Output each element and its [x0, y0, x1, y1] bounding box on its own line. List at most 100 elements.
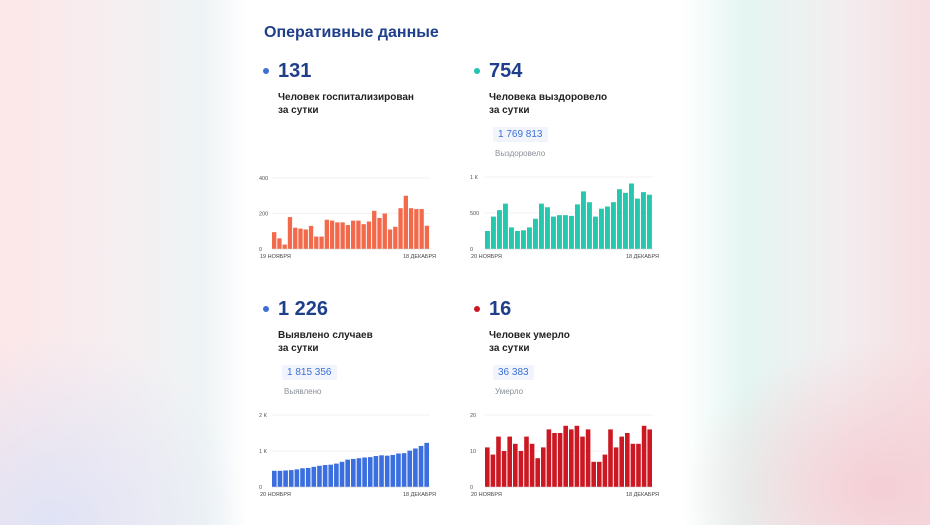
- chart-bar: [497, 210, 502, 249]
- chart-bar: [361, 224, 366, 249]
- chart-bar: [580, 436, 585, 487]
- chart-bar: [339, 461, 345, 487]
- y-tick-label: 1 К: [259, 449, 268, 455]
- chart-bar: [283, 470, 288, 487]
- y-tick-label: 0: [470, 247, 473, 253]
- chart-bar: [551, 216, 556, 249]
- chart-bar: [647, 429, 652, 487]
- chart-bar: [521, 230, 526, 249]
- chart-bar: [287, 217, 293, 249]
- total-badge: 36 383: [493, 365, 534, 380]
- total-label: Умерло: [495, 387, 524, 396]
- y-tick-label: 2 К: [259, 413, 268, 419]
- stat-description-line1: Человек умерло: [489, 330, 570, 341]
- chart-bar: [533, 218, 538, 249]
- chart-bar: [379, 455, 384, 487]
- x-end-label: 18 ДЕКАБРЯ: [626, 492, 659, 498]
- chart-bar: [630, 443, 636, 487]
- chart-bar: [485, 231, 490, 249]
- stat-description-line1: Человек госпитализирован: [278, 92, 414, 103]
- total-badge: 1 769 813: [493, 127, 548, 142]
- detected-bar-chart: 0 1 К 2 К 20 НОЯБРЯ 18 ДЕКАБРЯ: [259, 413, 436, 498]
- chart-bar: [372, 210, 377, 249]
- chart-bar: [294, 469, 300, 487]
- chart-bar: [418, 445, 424, 487]
- y-tick-label: 1 К: [470, 175, 479, 181]
- chart-bar: [300, 468, 305, 487]
- chart-bar: [557, 215, 562, 249]
- chart-bar: [340, 222, 345, 250]
- chart-bar: [647, 194, 652, 249]
- stat-description-line1: Выявлено случаев: [278, 330, 373, 341]
- chart-bar: [569, 429, 574, 487]
- chart-bar: [602, 454, 608, 487]
- chart-bar: [293, 227, 298, 249]
- chart-bar: [605, 206, 610, 249]
- chart-bar: [373, 456, 379, 487]
- chart-bar: [407, 450, 413, 487]
- chart-bar: [387, 229, 393, 249]
- stat-number: 1 226: [278, 298, 329, 320]
- chart-bar: [581, 191, 586, 249]
- stat-description-line2: за сутки: [489, 105, 530, 116]
- chart-bar: [398, 208, 403, 249]
- chart-bar: [317, 465, 322, 487]
- chart-bar: [535, 458, 540, 487]
- x-end-label: 18 ДЕКАБРЯ: [403, 492, 436, 498]
- page-title: Оперативные данные: [264, 24, 439, 41]
- chart-bar: [591, 461, 596, 487]
- chart-bar: [382, 213, 387, 249]
- chart-bar: [305, 467, 311, 487]
- chart-bar: [413, 448, 418, 487]
- stat-number: 131: [278, 60, 312, 82]
- chart-bar: [501, 451, 507, 487]
- y-tick-label: 500: [470, 211, 479, 217]
- y-tick-label: 400: [259, 176, 268, 182]
- chart-bar: [324, 219, 329, 249]
- chart-bar: [509, 227, 514, 249]
- stat-description-line2: за сутки: [278, 105, 319, 116]
- chart-bar: [272, 232, 277, 249]
- chart-bar: [298, 228, 303, 249]
- chart-bar: [362, 457, 367, 487]
- chart-bar: [563, 215, 568, 249]
- x-start-label: 19 НОЯБРЯ: [260, 254, 291, 260]
- chart-bar: [541, 447, 546, 487]
- chart-bar: [403, 195, 408, 249]
- chart-bar: [496, 436, 501, 487]
- background-decoration-right: [682, 340, 930, 525]
- chart-bar: [539, 203, 544, 249]
- y-tick-label: 20: [470, 413, 476, 419]
- x-start-label: 20 НОЯБРЯ: [471, 492, 502, 498]
- chart-bar: [569, 215, 574, 249]
- chart-bar: [393, 226, 398, 249]
- stat-number: 16: [489, 298, 512, 320]
- chart-bar: [356, 458, 362, 487]
- chart-bar: [513, 443, 518, 487]
- chart-bar: [608, 429, 613, 487]
- chart-bar: [329, 220, 335, 249]
- total-label: Выявлено: [284, 387, 322, 396]
- chart-bar: [587, 202, 592, 249]
- chart-bar: [518, 451, 524, 487]
- stat-description-line1: Человека выздоровело: [489, 92, 608, 103]
- chart-bar: [419, 209, 424, 249]
- chart-bar: [367, 457, 373, 487]
- chart-bar: [334, 463, 339, 487]
- total-label: Выздоровело: [495, 149, 546, 158]
- chart-bar: [396, 453, 401, 487]
- deaths-bar-chart: 0 10 20 20 НОЯБРЯ 18 ДЕКАБРЯ: [470, 413, 659, 498]
- chart-bar: [635, 198, 640, 249]
- chart-bar: [574, 425, 580, 487]
- chart-bar: [641, 192, 646, 249]
- chart-bar: [485, 447, 490, 487]
- y-tick-label: 10: [470, 449, 476, 455]
- recovered-bar-chart: 0 500 1 К 20 НОЯБРЯ 18 ДЕКАБРЯ: [470, 175, 659, 260]
- chart-bar: [322, 465, 328, 487]
- chart-bar: [288, 470, 294, 487]
- chart-bar: [623, 192, 628, 249]
- y-tick-label: 0: [259, 247, 262, 253]
- chart-bar: [351, 458, 356, 487]
- chart-bar: [619, 436, 624, 487]
- chart-bar: [613, 447, 619, 487]
